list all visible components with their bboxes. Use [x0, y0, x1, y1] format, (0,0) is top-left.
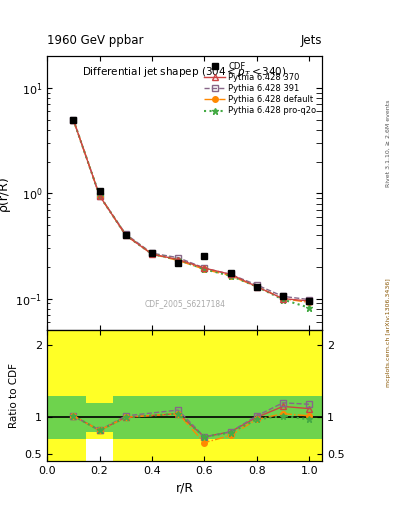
Text: Differential jet shapep $(304 < p_T < 340)$: Differential jet shapep $(304 < p_T < 34… [83, 65, 287, 78]
Y-axis label: Ratio to CDF: Ratio to CDF [9, 363, 19, 428]
Legend: CDF, Pythia 6.428 370, Pythia 6.428 391, Pythia 6.428 default, Pythia 6.428 pro-: CDF, Pythia 6.428 370, Pythia 6.428 391,… [202, 60, 318, 117]
Pythia 6.428 pro-q2o [71, 117, 76, 123]
Pythia 6.428 default [176, 258, 180, 264]
Pythia 6.428 default [150, 251, 154, 257]
Text: Rivet 3.1.10, ≥ 2.6M events: Rivet 3.1.10, ≥ 2.6M events [386, 100, 391, 187]
Text: 1960 GeV ppbar: 1960 GeV ppbar [47, 34, 144, 47]
Pythia 6.428 default [202, 266, 207, 272]
Pythia 6.428 370 [202, 265, 207, 271]
CDF [123, 232, 128, 238]
Pythia 6.428 370 [228, 271, 233, 278]
Pythia 6.428 370 [71, 117, 76, 123]
Pythia 6.428 default [123, 232, 128, 238]
CDF [97, 188, 102, 194]
Pythia 6.428 391 [123, 231, 128, 237]
CDF [202, 253, 207, 259]
Pythia 6.428 pro-q2o [307, 305, 312, 311]
CDF [281, 293, 285, 300]
Text: mcplots.cern.ch [arXiv:1306.3436]: mcplots.cern.ch [arXiv:1306.3436] [386, 279, 391, 387]
Pythia 6.428 370 [176, 257, 180, 263]
Pythia 6.428 370 [150, 251, 154, 257]
Pythia 6.428 default [97, 193, 102, 199]
Pythia 6.428 391 [307, 296, 312, 303]
Line: Pythia 6.428 pro-q2o: Pythia 6.428 pro-q2o [70, 116, 313, 311]
Pythia 6.428 pro-q2o [228, 273, 233, 279]
Pythia 6.428 default [281, 295, 285, 302]
Pythia 6.428 370 [281, 295, 285, 302]
Y-axis label: ρ(r/R): ρ(r/R) [0, 176, 10, 211]
Pythia 6.428 default [254, 284, 259, 290]
Pythia 6.428 370 [254, 284, 259, 290]
Pythia 6.428 391 [176, 254, 180, 261]
CDF [71, 117, 76, 123]
Line: Pythia 6.428 370: Pythia 6.428 370 [71, 117, 312, 304]
Pythia 6.428 370 [123, 232, 128, 238]
Pythia 6.428 default [228, 273, 233, 279]
Pythia 6.428 391 [97, 193, 102, 199]
Pythia 6.428 391 [228, 271, 233, 278]
Text: Jets: Jets [301, 34, 322, 47]
Pythia 6.428 pro-q2o [123, 232, 128, 238]
Pythia 6.428 pro-q2o [281, 296, 285, 303]
X-axis label: r/R: r/R [176, 481, 194, 494]
CDF [150, 250, 154, 257]
Pythia 6.428 391 [254, 282, 259, 288]
Text: CDF_2005_S6217184: CDF_2005_S6217184 [144, 300, 225, 308]
Pythia 6.428 391 [150, 250, 154, 257]
CDF [176, 260, 180, 266]
Pythia 6.428 391 [281, 293, 285, 300]
Pythia 6.428 370 [97, 193, 102, 199]
Pythia 6.428 pro-q2o [97, 193, 102, 199]
CDF [307, 298, 312, 304]
Pythia 6.428 370 [307, 298, 312, 304]
CDF [254, 284, 259, 290]
Line: Pythia 6.428 391: Pythia 6.428 391 [71, 117, 312, 302]
Line: Pythia 6.428 default: Pythia 6.428 default [71, 117, 312, 305]
CDF [228, 270, 233, 276]
Pythia 6.428 pro-q2o [176, 257, 180, 263]
Pythia 6.428 default [307, 300, 312, 306]
Pythia 6.428 pro-q2o [150, 251, 154, 257]
Line: CDF: CDF [70, 116, 313, 305]
Pythia 6.428 pro-q2o [202, 266, 207, 272]
Pythia 6.428 default [71, 117, 76, 123]
Pythia 6.428 391 [71, 117, 76, 123]
Pythia 6.428 391 [202, 265, 207, 271]
Pythia 6.428 pro-q2o [254, 284, 259, 290]
